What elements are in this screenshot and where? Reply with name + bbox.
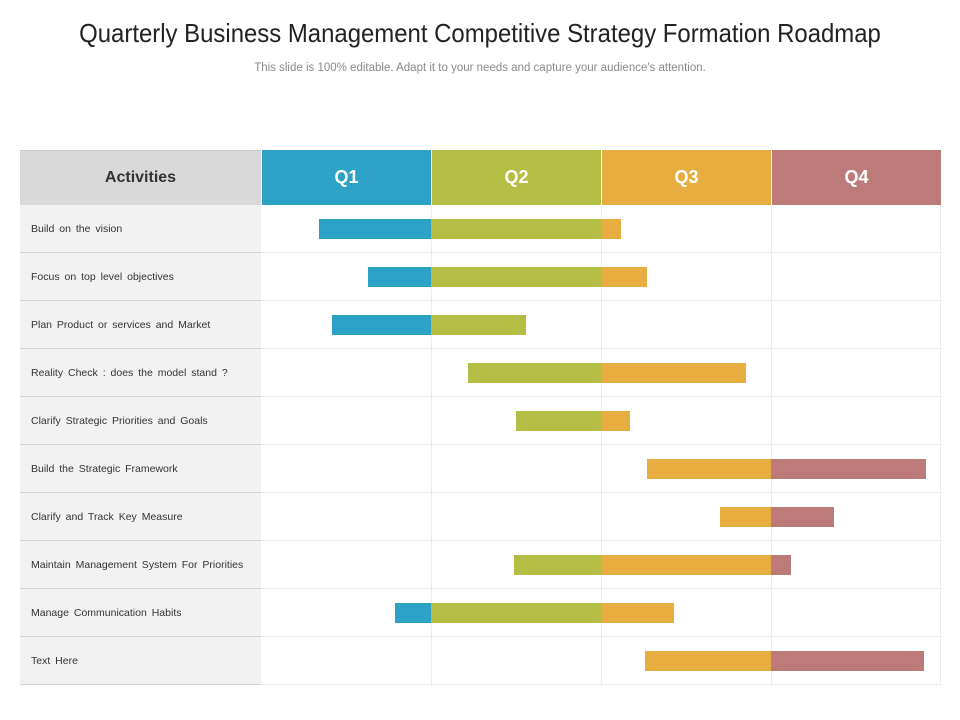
activity-label: Clarify and Track Key Measure <box>20 493 261 541</box>
quarter-header-q4: Q4 <box>771 150 941 205</box>
activity-label: Focus on top level objectives <box>20 253 261 301</box>
task-bar-segment-q3 <box>601 219 622 239</box>
task-bar-segment-q4 <box>771 459 926 479</box>
task-bar-segment-q4 <box>771 507 834 527</box>
activities-header: Activities <box>20 150 261 205</box>
task-bar-segment-q2 <box>514 555 601 575</box>
grid-row-line <box>261 540 940 541</box>
page-subtitle: This slide is 100% editable. Adapt it to… <box>254 62 706 74</box>
grid-row-line <box>261 300 940 301</box>
grid-column-line <box>940 205 941 686</box>
activity-label: Text Here <box>20 637 261 685</box>
activity-label: Reality Check : does the model stand ? <box>20 349 261 397</box>
task-bar-segment-q1 <box>395 603 431 623</box>
task-bar-segment-q2 <box>516 411 601 431</box>
grid-row-line <box>261 252 940 253</box>
task-bar-segment-q2 <box>431 267 601 287</box>
grid-column-line <box>601 205 602 686</box>
grid-row-line <box>261 636 940 637</box>
grid-column-line <box>771 205 772 686</box>
grid-row-line <box>261 444 940 445</box>
task-bar-segment-q1 <box>368 267 431 287</box>
quarter-header-q2: Q2 <box>431 150 601 205</box>
grid-row-line <box>261 588 940 589</box>
quarter-header-q1: Q1 <box>261 150 431 205</box>
activity-label: Manage Communication Habits <box>20 589 261 637</box>
grid-column-line <box>431 205 432 686</box>
task-bar-segment-q3 <box>601 363 746 383</box>
grid-row-line <box>261 348 940 349</box>
activity-label: Clarify Strategic Priorities and Goals <box>20 397 261 445</box>
task-bar-segment-q2 <box>431 315 527 335</box>
task-bar-segment-q1 <box>318 219 431 239</box>
gantt-chart: Activities Q1 Q2 Q3 Q4 Build on the vision Fo… <box>20 150 941 686</box>
task-bar-segment-q4 <box>771 555 792 575</box>
grid-row-line <box>261 684 940 685</box>
activity-label: Plan Product or services and Market <box>20 301 261 349</box>
task-bar-segment-q3 <box>645 651 771 671</box>
task-bar-segment-q3 <box>601 603 675 623</box>
task-bar-segment-q3 <box>601 267 647 287</box>
task-bar-segment-q3 <box>646 459 771 479</box>
task-bar-segment-q3 <box>720 507 771 527</box>
quarter-header-q3: Q3 <box>601 150 771 205</box>
task-bar-segment-q2 <box>468 363 601 383</box>
task-bar-segment-q3 <box>601 411 630 431</box>
activity-label: Maintain Management System For Prioritie… <box>20 541 261 589</box>
task-bar-segment-q2 <box>431 219 601 239</box>
task-bar-segment-q4 <box>771 651 924 671</box>
task-bar-segment-q1 <box>332 315 431 335</box>
grid-row-line <box>261 492 940 493</box>
activity-label: Build the Strategic Framework <box>20 445 261 493</box>
page-title: Quarterly Business Management Competitiv… <box>79 18 881 48</box>
task-bar-segment-q2 <box>431 603 601 623</box>
activity-label: Build on the vision <box>20 205 261 253</box>
task-bar-segment-q3 <box>601 555 771 575</box>
grid-row-line <box>261 396 940 397</box>
